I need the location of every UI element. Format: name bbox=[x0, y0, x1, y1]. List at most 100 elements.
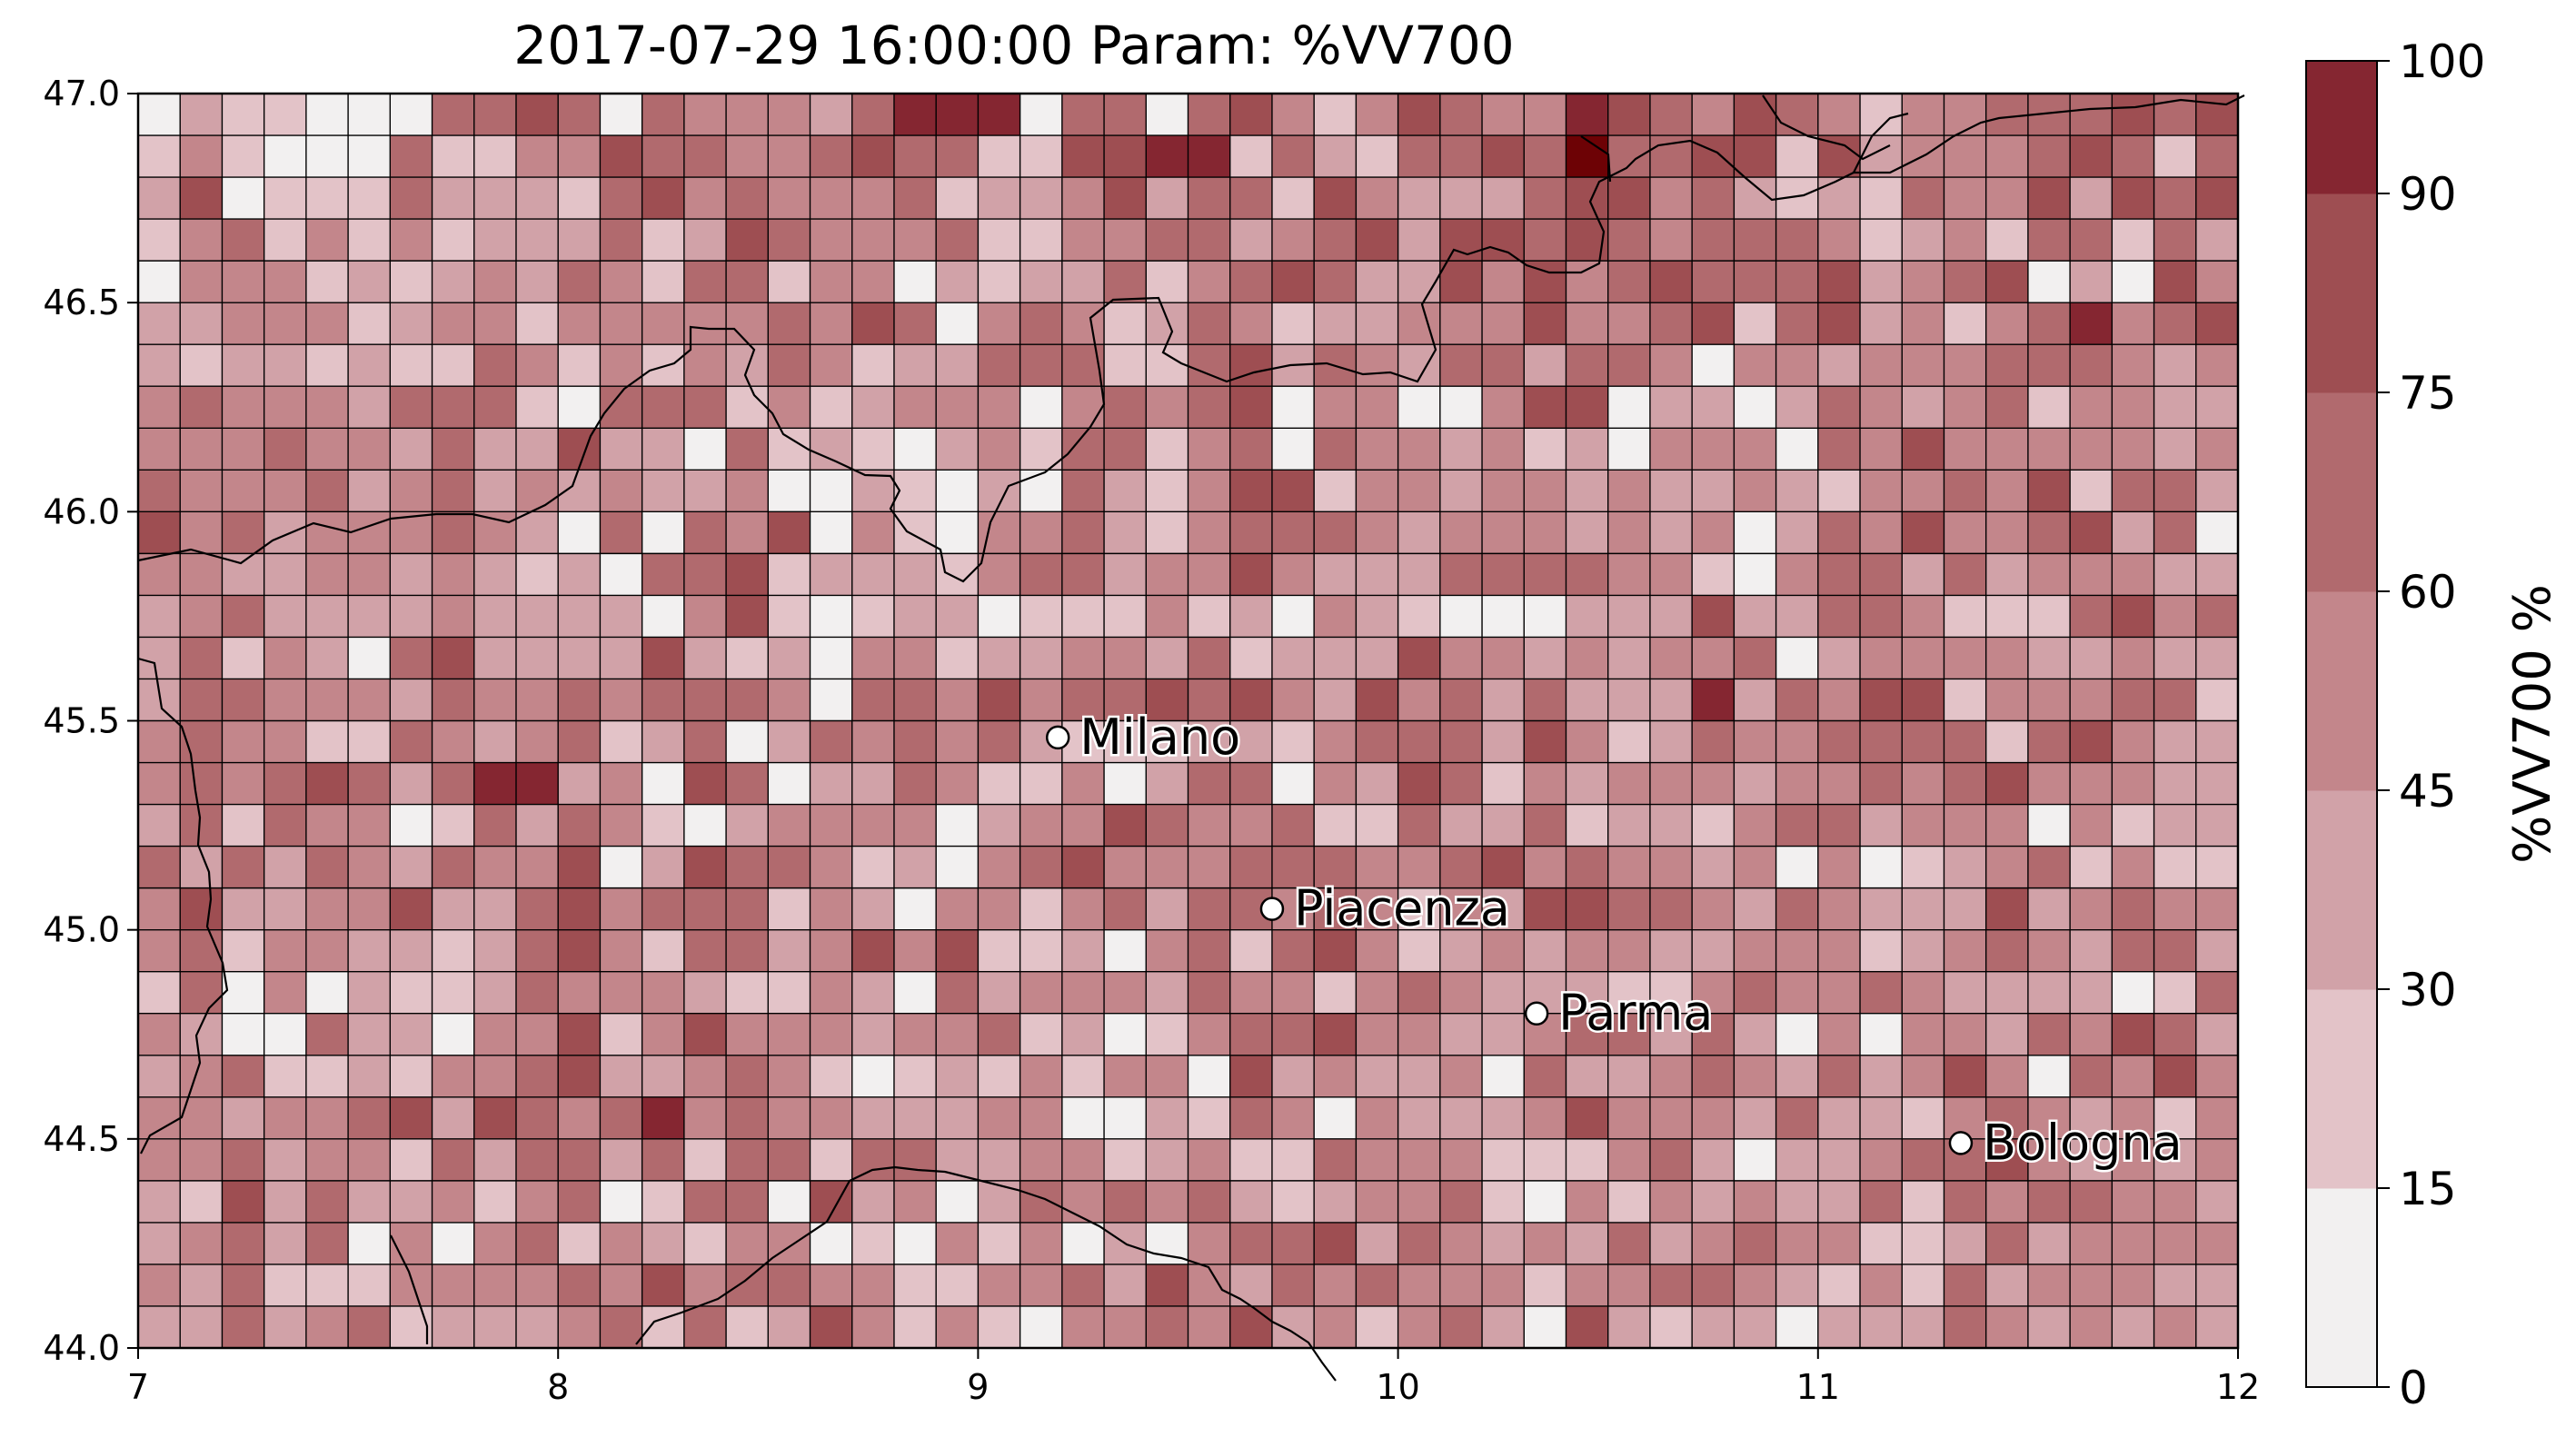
heatmap-cell bbox=[1860, 762, 1903, 806]
heatmap-cell bbox=[2153, 720, 2197, 764]
heatmap-cell bbox=[515, 302, 559, 345]
heatmap-cell bbox=[1649, 553, 1693, 596]
heatmap-cell bbox=[2112, 1264, 2155, 1307]
heatmap-cell bbox=[1019, 135, 1063, 178]
heatmap-cell bbox=[683, 1096, 727, 1140]
heatmap-cell bbox=[348, 344, 391, 387]
heatmap-cell bbox=[348, 1180, 391, 1224]
heatmap-cell bbox=[1524, 1055, 1566, 1098]
heatmap-cell bbox=[2070, 386, 2113, 429]
heatmap-cell bbox=[473, 846, 517, 889]
heatmap-cell bbox=[600, 302, 643, 345]
heatmap-cell bbox=[515, 1180, 559, 1224]
heatmap-cell bbox=[1356, 302, 1399, 345]
heatmap-cell bbox=[1524, 511, 1566, 554]
heatmap-cell bbox=[1734, 929, 1777, 973]
heatmap-cell bbox=[1649, 302, 1693, 345]
heatmap-cell bbox=[2112, 1013, 2155, 1056]
heatmap-cell bbox=[1482, 846, 1525, 889]
heatmap-cell bbox=[1692, 219, 1735, 262]
heatmap-cell bbox=[180, 762, 223, 806]
heatmap-cell bbox=[1692, 637, 1735, 679]
heatmap-cell bbox=[348, 804, 391, 847]
heatmap-cell bbox=[1649, 219, 1693, 262]
heatmap-cell bbox=[2153, 929, 2197, 973]
heatmap-cell bbox=[768, 804, 811, 847]
heatmap-cell bbox=[1566, 94, 1609, 136]
heatmap-cell bbox=[2153, 1222, 2197, 1265]
heatmap-cell bbox=[1229, 177, 1273, 220]
heatmap-cell bbox=[222, 428, 265, 471]
heatmap-cell bbox=[768, 135, 811, 178]
heatmap-cell bbox=[1314, 637, 1357, 679]
heatmap-cell bbox=[305, 302, 349, 345]
heatmap-cell bbox=[305, 929, 349, 973]
heatmap-cell bbox=[1482, 595, 1525, 638]
heatmap-cell bbox=[1356, 637, 1399, 679]
heatmap-cell bbox=[2195, 971, 2239, 1015]
heatmap-cell bbox=[515, 511, 559, 554]
heatmap-cell bbox=[1524, 261, 1566, 303]
heatmap-cell bbox=[1146, 720, 1189, 764]
heatmap-cell bbox=[1692, 135, 1735, 178]
heatmap-cell bbox=[473, 219, 517, 262]
heatmap-cell bbox=[515, 94, 559, 136]
heatmap-cell bbox=[1817, 804, 1861, 847]
heatmap-cell bbox=[1188, 1305, 1231, 1349]
heatmap-cell bbox=[305, 428, 349, 471]
heatmap-cell bbox=[2112, 846, 2155, 889]
heatmap-cell bbox=[305, 386, 349, 429]
heatmap-cell bbox=[1439, 679, 1483, 721]
heatmap-cell bbox=[1944, 219, 1987, 262]
heatmap-cell bbox=[1397, 1138, 1441, 1182]
heatmap-cell bbox=[683, 428, 727, 471]
heatmap-cell bbox=[1649, 1138, 1693, 1182]
heatmap-cell bbox=[893, 1222, 937, 1265]
heatmap-cell bbox=[1061, 929, 1105, 973]
heatmap-cell bbox=[768, 971, 811, 1015]
heatmap-cell bbox=[515, 679, 559, 721]
heatmap-cell bbox=[1524, 762, 1566, 806]
heatmap-cell bbox=[1482, 1305, 1525, 1349]
heatmap-cell bbox=[1271, 595, 1315, 638]
heatmap-cell bbox=[1061, 846, 1105, 889]
heatmap-cell bbox=[1902, 428, 1944, 471]
heatmap-cell bbox=[1775, 1013, 1819, 1056]
heatmap-cell bbox=[348, 1264, 391, 1307]
heatmap-cell bbox=[1104, 971, 1147, 1015]
heatmap-cell bbox=[1146, 553, 1189, 596]
heatmap-cell bbox=[473, 804, 517, 847]
heatmap-cell bbox=[1482, 94, 1525, 136]
heatmap-cell bbox=[432, 553, 475, 596]
city-marker-parma bbox=[1524, 1001, 1549, 1026]
heatmap-cell bbox=[473, 1055, 517, 1098]
heatmap-cell bbox=[180, 1264, 223, 1307]
heatmap-cell bbox=[683, 1180, 727, 1224]
heatmap-cell bbox=[2195, 94, 2239, 136]
heatmap-cell bbox=[726, 679, 769, 721]
heatmap-cell bbox=[1482, 428, 1525, 471]
heatmap-cell bbox=[1061, 1222, 1105, 1265]
heatmap-cell bbox=[1566, 1305, 1609, 1349]
heatmap-cell bbox=[348, 302, 391, 345]
heatmap-cell bbox=[810, 1264, 853, 1307]
heatmap-cell bbox=[1944, 94, 1987, 136]
heatmap-cell bbox=[390, 804, 433, 847]
heatmap-cell bbox=[432, 1264, 475, 1307]
heatmap-cell bbox=[642, 177, 685, 220]
heatmap-cell bbox=[432, 846, 475, 889]
heatmap-cell bbox=[515, 177, 559, 220]
heatmap-cell bbox=[768, 553, 811, 596]
heatmap-cell bbox=[1356, 344, 1399, 387]
heatmap-cell bbox=[936, 720, 979, 764]
heatmap-cell bbox=[305, 1138, 349, 1182]
heatmap-cell bbox=[851, 1138, 895, 1182]
heatmap-cell bbox=[1356, 804, 1399, 847]
heatmap-cell bbox=[432, 386, 475, 429]
heatmap-cell bbox=[1482, 804, 1525, 847]
heatmap-cell bbox=[1817, 1138, 1861, 1182]
heatmap-cell bbox=[1104, 1264, 1147, 1307]
heatmap-cell bbox=[1985, 595, 2029, 638]
heatmap-cell bbox=[1649, 177, 1693, 220]
heatmap-cell bbox=[1188, 261, 1231, 303]
